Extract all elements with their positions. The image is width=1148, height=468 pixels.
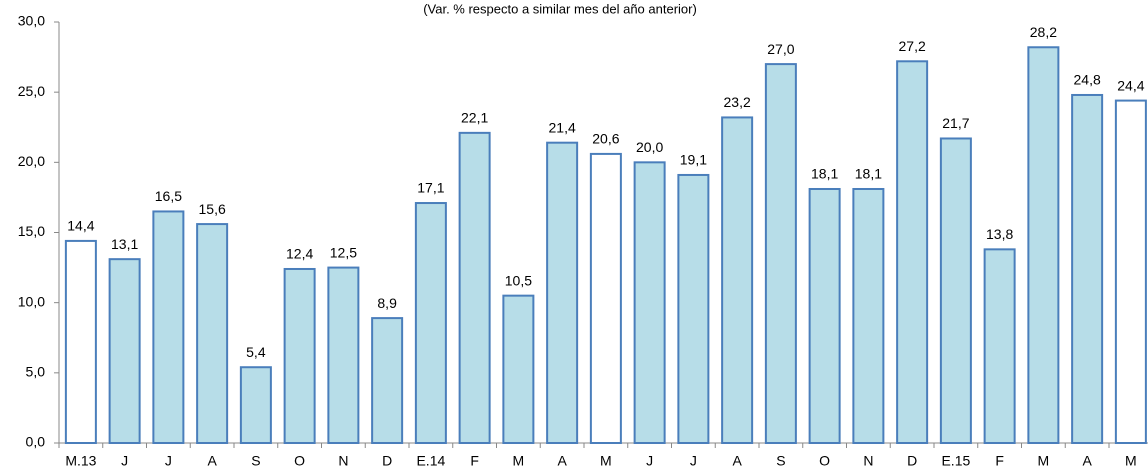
bar bbox=[64, 239, 97, 444]
value-label: 13,1 bbox=[111, 236, 138, 252]
value-label: 21,7 bbox=[942, 115, 969, 131]
bar bbox=[196, 223, 229, 444]
value-label: 28,2 bbox=[1030, 24, 1057, 40]
value-label: 21,4 bbox=[549, 119, 576, 135]
x-tick-label: M bbox=[600, 453, 612, 468]
x-tick-label: D bbox=[907, 453, 917, 468]
bar bbox=[108, 258, 141, 444]
x-tick-label: A bbox=[207, 453, 217, 468]
bar bbox=[414, 202, 447, 444]
value-label: 16,5 bbox=[155, 188, 182, 204]
value-label: 19,1 bbox=[680, 152, 707, 168]
x-tick-label: S bbox=[251, 453, 260, 468]
bar bbox=[458, 131, 491, 444]
x-tick-label: N bbox=[338, 453, 348, 468]
bar bbox=[327, 266, 360, 445]
value-label: 12,4 bbox=[286, 246, 313, 262]
value-label: 24,4 bbox=[1117, 77, 1144, 93]
x-tick-label: M bbox=[513, 453, 525, 468]
y-tick-label: 0,0 bbox=[26, 434, 46, 450]
y-tick-label: 25,0 bbox=[18, 83, 45, 99]
bar bbox=[896, 60, 929, 444]
value-label: 5,4 bbox=[246, 344, 266, 360]
value-label: 24,8 bbox=[1074, 72, 1101, 88]
bar bbox=[939, 137, 972, 445]
chart-subtitle: (Var. % respecto a similar mes del año a… bbox=[423, 1, 697, 16]
bar bbox=[721, 116, 754, 444]
bar bbox=[1071, 93, 1104, 445]
value-label: 8,9 bbox=[377, 295, 397, 311]
x-tick-label: S bbox=[776, 453, 785, 468]
value-label: 20,0 bbox=[636, 139, 663, 155]
value-label: 17,1 bbox=[417, 180, 444, 196]
y-tick-label: 20,0 bbox=[18, 153, 45, 169]
y-tick-label: 10,0 bbox=[18, 293, 45, 309]
x-tick-label: J bbox=[121, 453, 128, 468]
x-tick-label: M bbox=[1038, 453, 1050, 468]
bar bbox=[152, 210, 185, 444]
bar bbox=[677, 173, 710, 444]
value-label: 10,5 bbox=[505, 272, 532, 288]
y-tick-label: 30,0 bbox=[18, 13, 45, 29]
value-label: 20,6 bbox=[592, 131, 619, 147]
value-label: 12,5 bbox=[330, 244, 357, 260]
value-label: 13,8 bbox=[986, 226, 1013, 242]
value-label: 18,1 bbox=[811, 166, 838, 182]
x-tick-label: O bbox=[294, 453, 305, 468]
x-tick-label: J bbox=[646, 453, 653, 468]
value-label: 14,4 bbox=[67, 218, 94, 234]
bar bbox=[1114, 99, 1147, 444]
y-tick-label: 5,0 bbox=[26, 364, 46, 380]
y-tick-label: 15,0 bbox=[18, 223, 45, 239]
bar bbox=[283, 267, 316, 444]
bar bbox=[239, 366, 272, 444]
x-tick-label: F bbox=[995, 453, 1004, 468]
bar bbox=[371, 317, 404, 444]
x-tick-label: A bbox=[1082, 453, 1092, 468]
x-tick-label: N bbox=[863, 453, 873, 468]
x-tick-label: J bbox=[690, 453, 697, 468]
x-tick-label: J bbox=[165, 453, 172, 468]
x-tick-label: M.13 bbox=[65, 453, 96, 468]
bar bbox=[764, 63, 797, 444]
bar bbox=[589, 152, 622, 444]
bar bbox=[852, 187, 885, 444]
bar bbox=[808, 187, 841, 444]
x-tick-label: E.14 bbox=[416, 453, 445, 468]
x-tick-label: O bbox=[819, 453, 830, 468]
bar bbox=[502, 294, 535, 444]
bar bbox=[633, 161, 666, 444]
value-label: 27,2 bbox=[899, 38, 926, 54]
x-tick-label: A bbox=[557, 453, 567, 468]
value-label: 27,0 bbox=[767, 41, 794, 57]
x-tick-label: D bbox=[382, 453, 392, 468]
x-tick-label: M bbox=[1125, 453, 1137, 468]
value-label: 15,6 bbox=[199, 201, 226, 217]
value-label: 22,1 bbox=[461, 110, 488, 126]
value-label: 23,2 bbox=[724, 94, 751, 110]
x-tick-label: E.15 bbox=[941, 453, 970, 468]
bar bbox=[983, 248, 1016, 444]
value-label: 18,1 bbox=[855, 166, 882, 182]
bar bbox=[546, 141, 579, 444]
bar bbox=[1027, 46, 1060, 444]
x-tick-label: F bbox=[470, 453, 479, 468]
x-tick-label: A bbox=[732, 453, 742, 468]
